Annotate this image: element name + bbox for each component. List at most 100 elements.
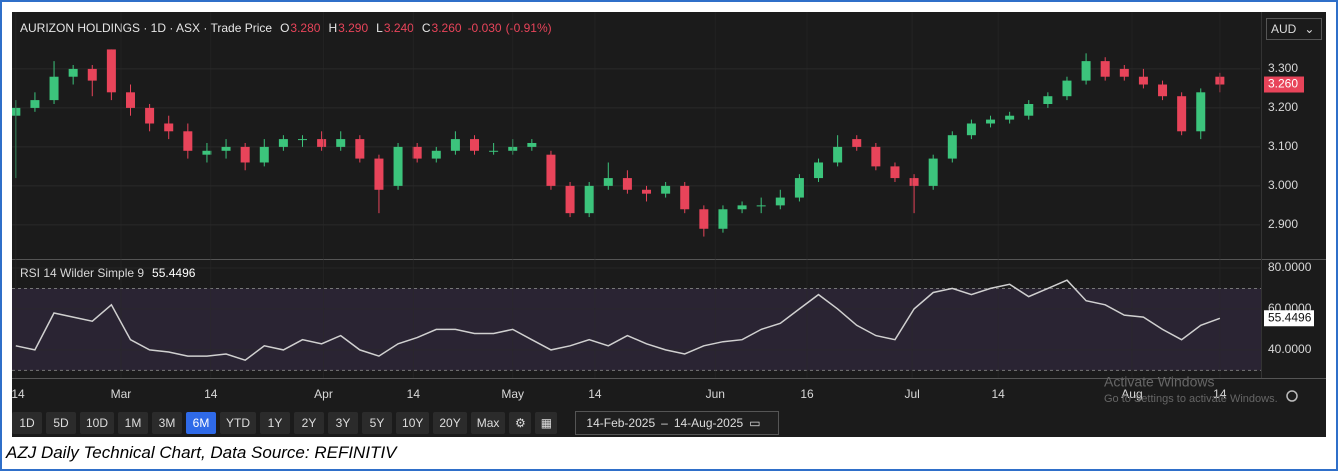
range-button[interactable]: Max (470, 412, 506, 434)
candle-body (947, 135, 957, 159)
candle-body (871, 146, 881, 167)
range-button[interactable]: 1M (118, 412, 149, 434)
legend-key: O (280, 21, 289, 35)
chart-title: AURIZON HOLDINGS · 1D · ASX · Trade Pric… (20, 21, 272, 35)
x-tick-label: 14 (12, 387, 25, 401)
candle-body (393, 146, 403, 186)
candle-body (1196, 92, 1206, 132)
x-tick-label: 16 (800, 387, 814, 401)
range-button[interactable]: 5D (46, 412, 76, 434)
x-tick-label: Mar (111, 387, 132, 401)
date-separator: – (661, 416, 668, 430)
candle-body (30, 100, 40, 108)
caption: AZJ Daily Technical Chart, Data Source: … (6, 443, 397, 462)
candle-body (374, 158, 384, 190)
candle-body (966, 123, 976, 136)
legend-value: 3.240 (384, 21, 414, 35)
candle-body (546, 154, 556, 186)
rsi-line (15, 279, 1221, 362)
candle-body (909, 178, 919, 186)
calendar-icon: ▭ (749, 416, 761, 430)
settings-icon (1286, 390, 1298, 402)
range-button[interactable]: 2Y (294, 412, 325, 434)
range-button[interactable]: 10D (80, 412, 115, 434)
candle-body (87, 68, 97, 81)
candle-body (470, 139, 480, 151)
candle-body (756, 205, 766, 207)
range-button[interactable]: 3Y (328, 412, 359, 434)
candle-body (412, 146, 422, 159)
range-button[interactable]: 6M (186, 412, 217, 434)
x-tick-label: 14 (1213, 387, 1227, 401)
y-tick-label: 80.0000 (1268, 260, 1312, 274)
candle-body (489, 150, 499, 152)
range-button[interactable]: 1Y (260, 412, 291, 434)
rsi-band (12, 288, 1261, 371)
range-button[interactable]: YTD (220, 412, 257, 434)
range-button[interactable]: 20Y (433, 412, 467, 434)
candle-body (1062, 80, 1072, 97)
date-range[interactable]: 14-Feb-2025–14-Aug-2025 ▭ (575, 411, 780, 435)
legend-value: 3.280 (290, 21, 320, 35)
last-value-label: 55.4496 (1268, 310, 1312, 324)
legend-change-pct: (-0.91%) (506, 21, 552, 35)
candle-body (718, 209, 728, 229)
date-to: 14-Aug-2025 (673, 416, 744, 430)
candle-body (145, 107, 155, 124)
candle-body (661, 185, 671, 194)
table-button[interactable]: ▦ (535, 412, 558, 434)
range-button[interactable]: 5Y (362, 412, 393, 434)
chart-panel: 2.900 3.000 3.100 3.200 3.300 3.260 AURIZON HO… (12, 12, 1326, 437)
range-button[interactable]: 3M (152, 412, 183, 434)
legend-value: 3.290 (338, 21, 368, 35)
candle-body (1177, 96, 1187, 132)
candle-body (928, 158, 938, 186)
candle-body (221, 146, 231, 151)
candle-body (336, 139, 346, 147)
chart: 2.900 3.000 3.100 3.200 3.300 3.260 AURIZON HO… (12, 12, 1326, 405)
x-tick-label: Jul (904, 387, 919, 401)
x-tick-label: Apr (314, 387, 333, 401)
y-tick-label: 3.000 (1268, 178, 1298, 192)
candle-body (240, 146, 250, 163)
candle-body (183, 131, 193, 151)
candle-body (317, 139, 327, 147)
chart-header: AURIZON HOLDINGS · 1D · ASX · Trade Pric… (20, 21, 552, 35)
legend-key: L (376, 21, 383, 35)
candle-body (125, 92, 135, 108)
candle-body (49, 76, 59, 101)
currency: AUD (1271, 22, 1297, 36)
candle-body (1043, 96, 1053, 105)
last-value-tag (1264, 310, 1314, 327)
candle-body (1158, 84, 1168, 97)
indicator-value: 55.4496 (152, 266, 196, 280)
legend-value: 3.260 (432, 21, 462, 35)
candle-body (259, 146, 269, 163)
candle-body (986, 119, 996, 124)
candle-body (642, 189, 652, 194)
y-tick-label: 3.200 (1268, 100, 1298, 114)
candle-body (622, 178, 632, 190)
candle-body (431, 150, 441, 159)
indicator-title: RSI 14 Wilder Simple 9 (20, 266, 144, 280)
x-tick-label: 14 (204, 387, 218, 401)
candle-body (814, 162, 824, 179)
range-button[interactable]: 1D (12, 412, 42, 434)
candle-body (1005, 115, 1015, 120)
candle-body (852, 139, 862, 147)
chevron: ⌄ (1304, 22, 1315, 36)
last-price-label: 3.260 (1268, 77, 1298, 91)
settings-button[interactable]: ⚙ (509, 412, 532, 434)
candle-body (355, 139, 365, 159)
candle-body (1100, 61, 1110, 77)
legend-key: H (328, 21, 337, 35)
currency-select[interactable]: AUD ⌄ (1266, 18, 1322, 40)
legend-key: C (422, 21, 431, 35)
watermark-sub: Go to Settings to activate Windows. (1104, 393, 1278, 405)
range-button[interactable]: 10Y (396, 412, 430, 434)
candle-body (1024, 104, 1034, 116)
candle-body (1138, 76, 1148, 85)
x-tick-label: 14 (407, 387, 421, 401)
